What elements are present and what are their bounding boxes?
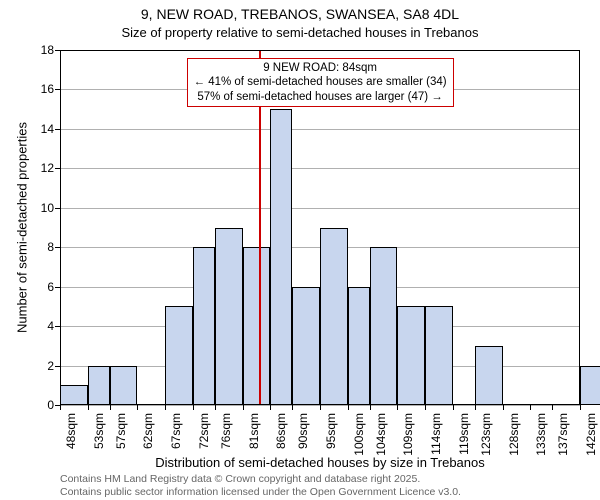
bar	[110, 366, 138, 405]
y-tick-label: 12	[30, 161, 54, 175]
x-tick-label: 76sqm	[219, 413, 233, 449]
bar	[348, 287, 370, 405]
y-tick-label: 10	[30, 201, 54, 215]
x-tick-label: 62sqm	[141, 413, 155, 449]
x-tick-label: 95sqm	[324, 413, 338, 449]
x-tick-label: 104sqm	[374, 413, 388, 456]
x-tick-label: 109sqm	[401, 413, 415, 456]
x-tick-mark	[397, 405, 398, 410]
bar	[580, 366, 600, 405]
x-tick-mark	[580, 405, 581, 410]
y-tick-label: 4	[30, 319, 54, 333]
bar	[193, 247, 215, 405]
x-tick-label: 123sqm	[479, 413, 493, 456]
bar	[60, 385, 88, 405]
y-tick-label: 18	[30, 43, 54, 57]
x-tick-label: 48sqm	[64, 413, 78, 449]
x-tick-label: 57sqm	[114, 413, 128, 449]
annotation-line: ← 41% of semi-detached houses are smalle…	[194, 75, 447, 89]
y-tick-label: 16	[30, 82, 54, 96]
y-tick-label: 6	[30, 280, 54, 294]
x-tick-label: 81sqm	[247, 413, 261, 449]
y-tick-label: 8	[30, 240, 54, 254]
chart-plot-area: 02468101214161848sqm53sqm57sqm62sqm67sqm…	[60, 50, 580, 405]
x-tick-label: 100sqm	[352, 413, 366, 456]
x-tick-mark	[503, 405, 504, 410]
bar	[397, 306, 425, 405]
x-tick-mark	[530, 405, 531, 410]
bar	[165, 306, 193, 405]
bar	[292, 287, 320, 405]
y-axis-title: Number of semi-detached properties	[15, 68, 30, 388]
x-tick-mark	[370, 405, 371, 410]
x-tick-mark	[165, 405, 166, 410]
x-tick-label: 133sqm	[534, 413, 548, 456]
x-tick-label: 67sqm	[169, 413, 183, 449]
x-tick-mark	[348, 405, 349, 410]
y-tick-label: 14	[30, 122, 54, 136]
x-tick-mark	[243, 405, 244, 410]
bar	[270, 109, 292, 405]
x-tick-mark	[60, 405, 61, 410]
annotation-line: 57% of semi-detached houses are larger (…	[194, 90, 447, 104]
x-axis-title: Distribution of semi-detached houses by …	[60, 455, 580, 470]
grid-line	[60, 129, 580, 130]
x-tick-label: 53sqm	[92, 413, 106, 449]
y-tick-mark	[55, 287, 60, 288]
annotation-line: 9 NEW ROAD: 84sqm	[194, 61, 447, 75]
y-tick-label: 2	[30, 359, 54, 373]
y-tick-mark	[55, 50, 60, 51]
x-tick-mark	[215, 405, 216, 410]
annotation-box: 9 NEW ROAD: 84sqm← 41% of semi-detached …	[187, 58, 454, 107]
x-tick-mark	[110, 405, 111, 410]
y-tick-mark	[55, 168, 60, 169]
x-tick-label: 114sqm	[429, 413, 443, 455]
x-tick-mark	[425, 405, 426, 410]
x-tick-mark	[88, 405, 89, 410]
bar	[425, 306, 453, 405]
bar	[475, 346, 503, 405]
y-tick-mark	[55, 326, 60, 327]
footer-line-2: Contains public sector information licen…	[60, 486, 461, 499]
bar	[370, 247, 398, 405]
chart-title: 9, NEW ROAD, TREBANOS, SWANSEA, SA8 4DL	[0, 0, 600, 23]
bar	[243, 247, 271, 405]
x-tick-mark	[137, 405, 138, 410]
grid-line	[60, 168, 580, 169]
y-tick-mark	[55, 247, 60, 248]
x-tick-mark	[552, 405, 553, 410]
x-tick-mark	[475, 405, 476, 410]
x-tick-mark	[193, 405, 194, 410]
grid-line	[60, 50, 580, 51]
bar	[215, 228, 243, 406]
x-tick-label: 72sqm	[197, 413, 211, 449]
bar	[320, 228, 348, 406]
x-tick-label: 86sqm	[274, 413, 288, 449]
y-tick-mark	[55, 366, 60, 367]
x-tick-mark	[292, 405, 293, 410]
grid-line	[60, 208, 580, 209]
x-tick-label: 137sqm	[556, 413, 570, 456]
bar	[88, 366, 110, 405]
x-tick-mark	[320, 405, 321, 410]
chart-subtitle: Size of property relative to semi-detach…	[0, 23, 600, 41]
x-tick-label: 90sqm	[296, 413, 310, 449]
x-tick-mark	[453, 405, 454, 410]
y-tick-mark	[55, 208, 60, 209]
y-tick-mark	[55, 89, 60, 90]
x-tick-label: 119sqm	[457, 413, 471, 455]
y-tick-label: 0	[30, 398, 54, 412]
x-tick-label: 142sqm	[584, 413, 598, 456]
y-tick-mark	[55, 129, 60, 130]
x-tick-mark	[270, 405, 271, 410]
footer-line-1: Contains HM Land Registry data © Crown c…	[60, 473, 461, 486]
x-tick-label: 128sqm	[507, 413, 521, 456]
footer-attribution: Contains HM Land Registry data © Crown c…	[60, 473, 461, 499]
